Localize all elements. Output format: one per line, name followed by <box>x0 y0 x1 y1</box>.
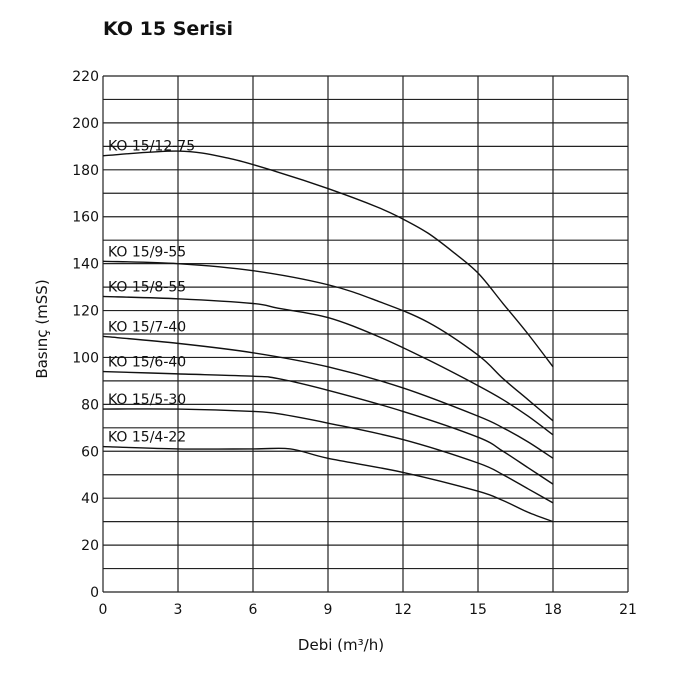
series-label: KO 15/4-22 <box>108 430 186 446</box>
y-tick-label: 180 <box>72 163 99 179</box>
x-axis-label: Debi (m³/h) <box>298 636 384 654</box>
series-label: KO 15/9-55 <box>108 244 186 260</box>
series-curve <box>102 335 554 459</box>
x-tick-label: 12 <box>394 602 412 618</box>
series-curve <box>102 370 554 485</box>
x-tick-label: 0 <box>99 602 108 618</box>
y-axis-label: Basınç (mSS) <box>33 279 51 378</box>
y-tick-label: 220 <box>72 69 99 85</box>
y-tick-label: 120 <box>72 304 99 320</box>
y-tick-label: 0 <box>90 585 99 601</box>
grid-layer <box>102 75 629 593</box>
series-curve <box>102 445 554 523</box>
chart-title: KO 15 Serisi <box>103 18 233 40</box>
y-tick-label: 200 <box>72 116 99 132</box>
x-tick-label: 6 <box>249 602 258 618</box>
series-label: KO 15/12-75 <box>108 139 195 155</box>
y-tick-label: 160 <box>72 210 99 226</box>
x-tick-label: 3 <box>174 602 183 618</box>
y-tick-label: 100 <box>72 350 99 366</box>
y-tick-label: 60 <box>81 444 99 460</box>
y-tick-label: 80 <box>81 397 99 413</box>
series-curve <box>102 408 554 504</box>
series-label: KO 15/7-40 <box>108 319 186 335</box>
y-tick-label: 20 <box>81 538 99 554</box>
series-label: KO 15/6-40 <box>108 355 186 371</box>
x-tick-label: 15 <box>469 602 487 618</box>
series-curve <box>102 260 554 422</box>
x-tick-label: 18 <box>544 602 562 618</box>
series-label: KO 15/5-30 <box>108 392 186 408</box>
series-curve <box>102 150 554 368</box>
y-tick-label: 40 <box>81 491 99 507</box>
x-tick-label: 21 <box>619 602 637 618</box>
y-tick-label: 140 <box>72 257 99 273</box>
series-label: KO 15/8-55 <box>108 279 186 295</box>
series-curve <box>102 295 554 436</box>
label-layer: KO 15/12-75 KO 15/9-55 KO 15/8-55 KO 15/7-4… <box>108 139 195 446</box>
x-tick-label: 9 <box>324 602 333 618</box>
curve-layer <box>102 150 554 523</box>
tick-layer: 0 20 40 60 80 100 120 140 160 180 200 220 0 3 6 9 12 15 18… <box>72 69 637 618</box>
